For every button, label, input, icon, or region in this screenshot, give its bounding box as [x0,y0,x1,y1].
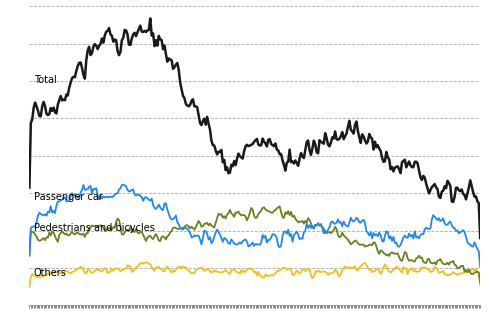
Text: Pedestrians and bicycles: Pedestrians and bicycles [34,223,154,233]
Text: Total: Total [34,75,56,85]
Text: Others: Others [34,268,67,278]
Text: Passenger car: Passenger car [34,192,102,202]
